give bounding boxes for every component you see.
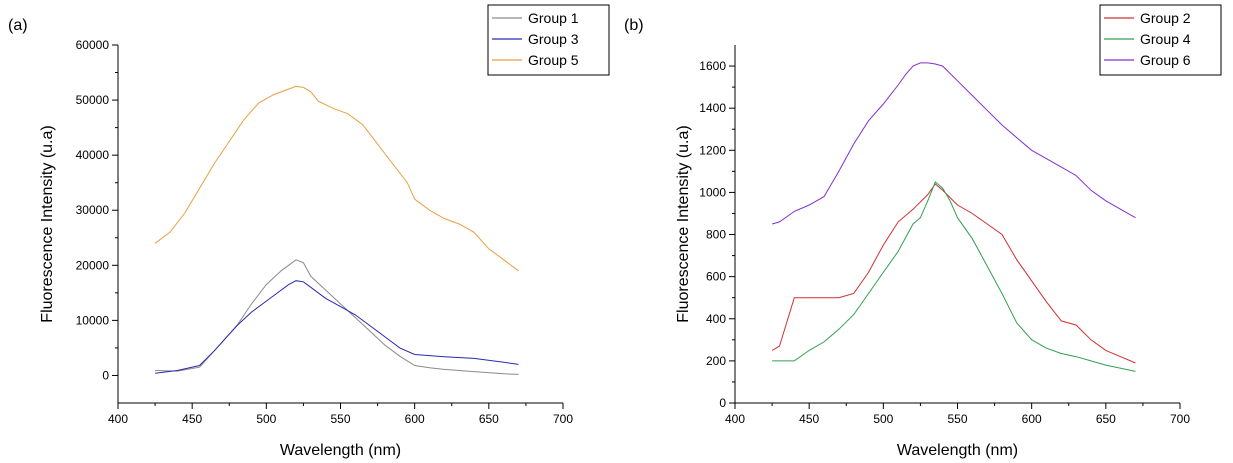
x-tick-label: 700 [1170, 412, 1190, 426]
legend: Group 2 Group 4 Group 6 [1099, 4, 1222, 76]
series-line-group-1 [155, 259, 519, 375]
legend-label: Group 3 [528, 31, 579, 47]
y-axis-label: Fluorescence Intensity (u.a) [39, 125, 56, 322]
x-tick-label: 600 [1022, 412, 1042, 426]
legend-box [487, 4, 610, 76]
x-tick-label: 400 [108, 412, 128, 426]
panel-label: (b) [624, 17, 644, 34]
y-tick-label: 50000 [76, 93, 110, 107]
series-line-group-4 [772, 181, 1136, 372]
y-axis-label: Fluorescence Intensity (u.a) [675, 125, 692, 322]
panel-label: (a) [8, 17, 28, 34]
x-tick-label: 550 [947, 412, 967, 426]
chart-panel-2: (b) 400 450 500 550 600 650 700 0 200 400 600 800 100… [624, 4, 1222, 459]
y-tick-label: 20000 [76, 258, 110, 272]
legend-label: Group 5 [528, 52, 579, 68]
x-tick-label: 650 [479, 412, 499, 426]
legend: Group 1 Group 3 Group 5 [487, 4, 610, 76]
y-tick-label: 10000 [76, 313, 110, 327]
x-tick-label: 400 [725, 412, 745, 426]
y-tick-label: 800 [706, 228, 726, 242]
y-tick-label: 40000 [76, 148, 110, 162]
y-tick-label: 600 [706, 270, 726, 284]
legend-label: Group 6 [1140, 52, 1191, 68]
y-tick-label: 60000 [76, 38, 110, 52]
x-tick-label: 450 [799, 412, 819, 426]
x-tick-label: 550 [330, 412, 350, 426]
y-tick-label: 1000 [699, 185, 726, 199]
x-axis-label: Wavelength (nm) [280, 442, 401, 459]
series-line-group-3 [155, 280, 519, 374]
y-tick-label: 30000 [76, 203, 110, 217]
x-tick-label: 500 [256, 412, 276, 426]
y-tick-label: 200 [706, 354, 726, 368]
x-tick-label: 600 [405, 412, 425, 426]
x-axis-label: Wavelength (nm) [897, 442, 1018, 459]
y-tick-label: 1400 [699, 101, 726, 115]
y-tick-label: 1600 [699, 59, 726, 73]
legend-label: Group 4 [1140, 31, 1191, 47]
series-line-group-2 [771, 183, 1136, 364]
chart-panel-1: (a) 400 450 500 550 600 650 700 0 10000 20000 30000… [8, 4, 610, 459]
y-tick-label: 0 [102, 368, 109, 382]
x-tick-label: 500 [873, 412, 893, 426]
legend-box [1099, 4, 1222, 76]
legend-label: Group 2 [1140, 10, 1191, 26]
x-tick-label: 650 [1096, 412, 1116, 426]
y-tick-label: 1200 [699, 143, 726, 157]
x-tick-label: 700 [553, 412, 573, 426]
series-line-group-5 [154, 85, 519, 272]
legend-label: Group 1 [528, 10, 579, 26]
y-tick-label: 400 [706, 312, 726, 326]
series-line-group-6 [771, 62, 1136, 225]
x-tick-label: 450 [182, 412, 202, 426]
y-tick-label: 0 [719, 396, 726, 410]
